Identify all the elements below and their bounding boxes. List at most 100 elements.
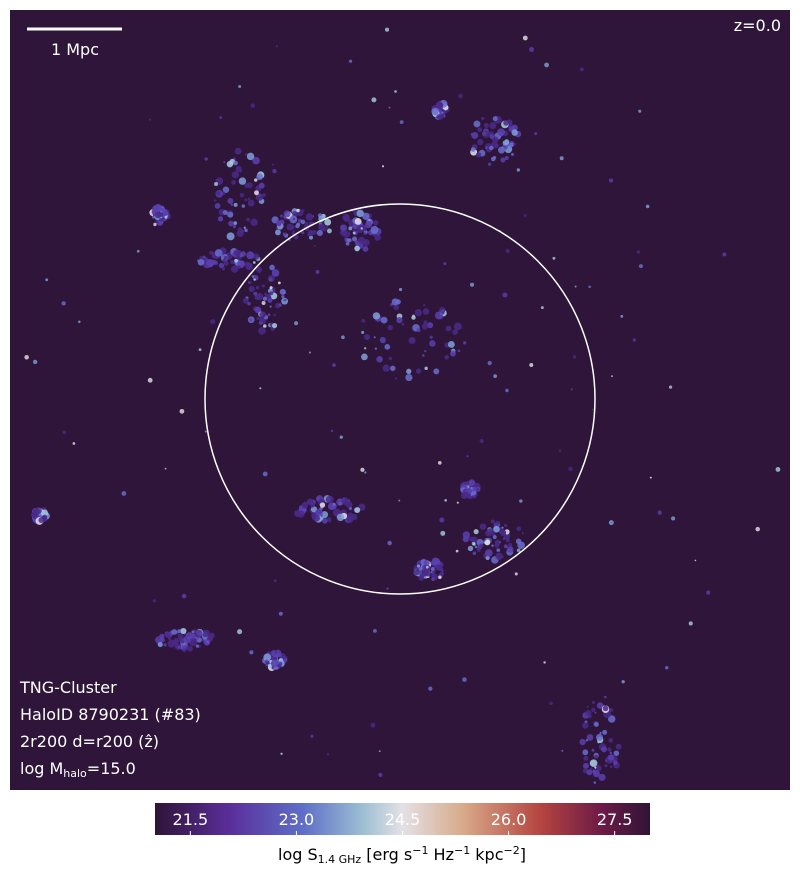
- emission-speck: [326, 228, 332, 234]
- emission-blob: [290, 225, 295, 230]
- emission-speck: [636, 250, 641, 254]
- emission-speck: [466, 455, 469, 458]
- emission-blob: [271, 269, 280, 277]
- emission-blob: [361, 318, 366, 323]
- emission-blob: [319, 502, 326, 508]
- emission-blob: [608, 754, 615, 761]
- emission-blob: [502, 537, 505, 540]
- emission-blob: [470, 147, 476, 152]
- emission-speck: [665, 666, 669, 670]
- emission-speck: [523, 213, 527, 217]
- emission-blob: [252, 253, 260, 260]
- emission-blob: [256, 266, 263, 273]
- emission-blob: [340, 224, 348, 232]
- emission-blob: [281, 295, 285, 299]
- emission-speck: [197, 259, 200, 262]
- emission-blob: [585, 739, 589, 742]
- emission-blob: [374, 234, 381, 241]
- emission-blob: [489, 122, 497, 130]
- emission-blob: [226, 232, 235, 241]
- emission-blob: [198, 631, 203, 636]
- emission-blob: [452, 329, 458, 335]
- emission-blob: [440, 571, 445, 576]
- emission-speck: [534, 132, 538, 136]
- emission-speck: [775, 467, 781, 472]
- emission-speck: [381, 165, 385, 168]
- emission-blob: [262, 296, 267, 301]
- emission-blob: [345, 214, 349, 218]
- emission-speck: [398, 499, 401, 502]
- emission-speck: [61, 301, 66, 306]
- emission-speck: [210, 319, 216, 325]
- emission-blob: [590, 767, 593, 770]
- emission-blob: [301, 502, 309, 509]
- emission-blob: [255, 285, 260, 290]
- emission-blob: [608, 738, 614, 743]
- emission-speck: [386, 587, 389, 590]
- emission-blob: [510, 125, 513, 128]
- emission-blob: [171, 629, 178, 635]
- emission-blob: [230, 203, 234, 206]
- emission-speck: [706, 590, 711, 595]
- emission-blob: [414, 308, 422, 317]
- emission-blob: [472, 551, 477, 556]
- emission-blob: [488, 162, 492, 166]
- emission-speck: [443, 262, 447, 266]
- emission-speck: [32, 359, 38, 365]
- emission-speck: [722, 252, 727, 257]
- emission-blob: [232, 224, 237, 229]
- emission-blob: [269, 286, 273, 290]
- emission-blob: [429, 340, 436, 347]
- emission-blob: [479, 543, 484, 548]
- emission-blob: [462, 536, 469, 543]
- emission-blob: [486, 528, 494, 535]
- emission-blob: [346, 516, 354, 523]
- emission-blob: [390, 365, 396, 372]
- emission-blob: [473, 120, 481, 128]
- emission-blob: [599, 731, 602, 735]
- emission-speck: [62, 430, 67, 435]
- emission-speck: [645, 204, 650, 209]
- emission-blob: [497, 523, 501, 527]
- emission-blob: [246, 251, 255, 260]
- emission-blob: [354, 218, 362, 225]
- emission-speck: [620, 314, 624, 318]
- emission-speck: [440, 530, 446, 536]
- emission-blob: [604, 695, 607, 699]
- emission-blob: [267, 275, 275, 283]
- emission-blob: [228, 220, 234, 227]
- emission-blob: [416, 564, 421, 568]
- emission-blob: [231, 171, 239, 179]
- emission-speck: [755, 526, 760, 532]
- emission-speck: [249, 650, 254, 655]
- emission-blob: [436, 563, 441, 569]
- emission-blob: [425, 565, 429, 569]
- emission-blob: [490, 519, 495, 524]
- emission-blob: [236, 265, 241, 269]
- emission-blob: [450, 350, 456, 357]
- emission-blob: [230, 259, 235, 265]
- emission-blob: [227, 211, 234, 218]
- emission-speck: [363, 347, 367, 350]
- emission-blob: [343, 215, 350, 222]
- emission-speck: [198, 348, 202, 352]
- emission-blob: [445, 325, 452, 332]
- emission-speck: [479, 438, 484, 444]
- emission-blob: [439, 307, 446, 314]
- colorbar-label: log S1.4 GHz [erg s−1 Hz−1 kpc−2]: [278, 844, 526, 866]
- emission-blob: [431, 577, 435, 582]
- emission-speck: [275, 45, 278, 48]
- emission-blob: [506, 546, 514, 553]
- emission-blob: [246, 217, 250, 222]
- colorbar-tick-label: 24.5: [385, 810, 421, 829]
- emission-speck: [608, 520, 614, 526]
- emission-blob: [608, 715, 616, 723]
- emission-blob: [423, 303, 426, 307]
- emission-speck: [694, 559, 697, 562]
- emission-speck: [487, 360, 492, 366]
- emission-blob: [427, 322, 434, 329]
- emission-blob: [180, 627, 187, 635]
- emission-blob: [255, 193, 264, 201]
- emission-blob: [586, 705, 589, 708]
- emission-blob: [258, 182, 265, 189]
